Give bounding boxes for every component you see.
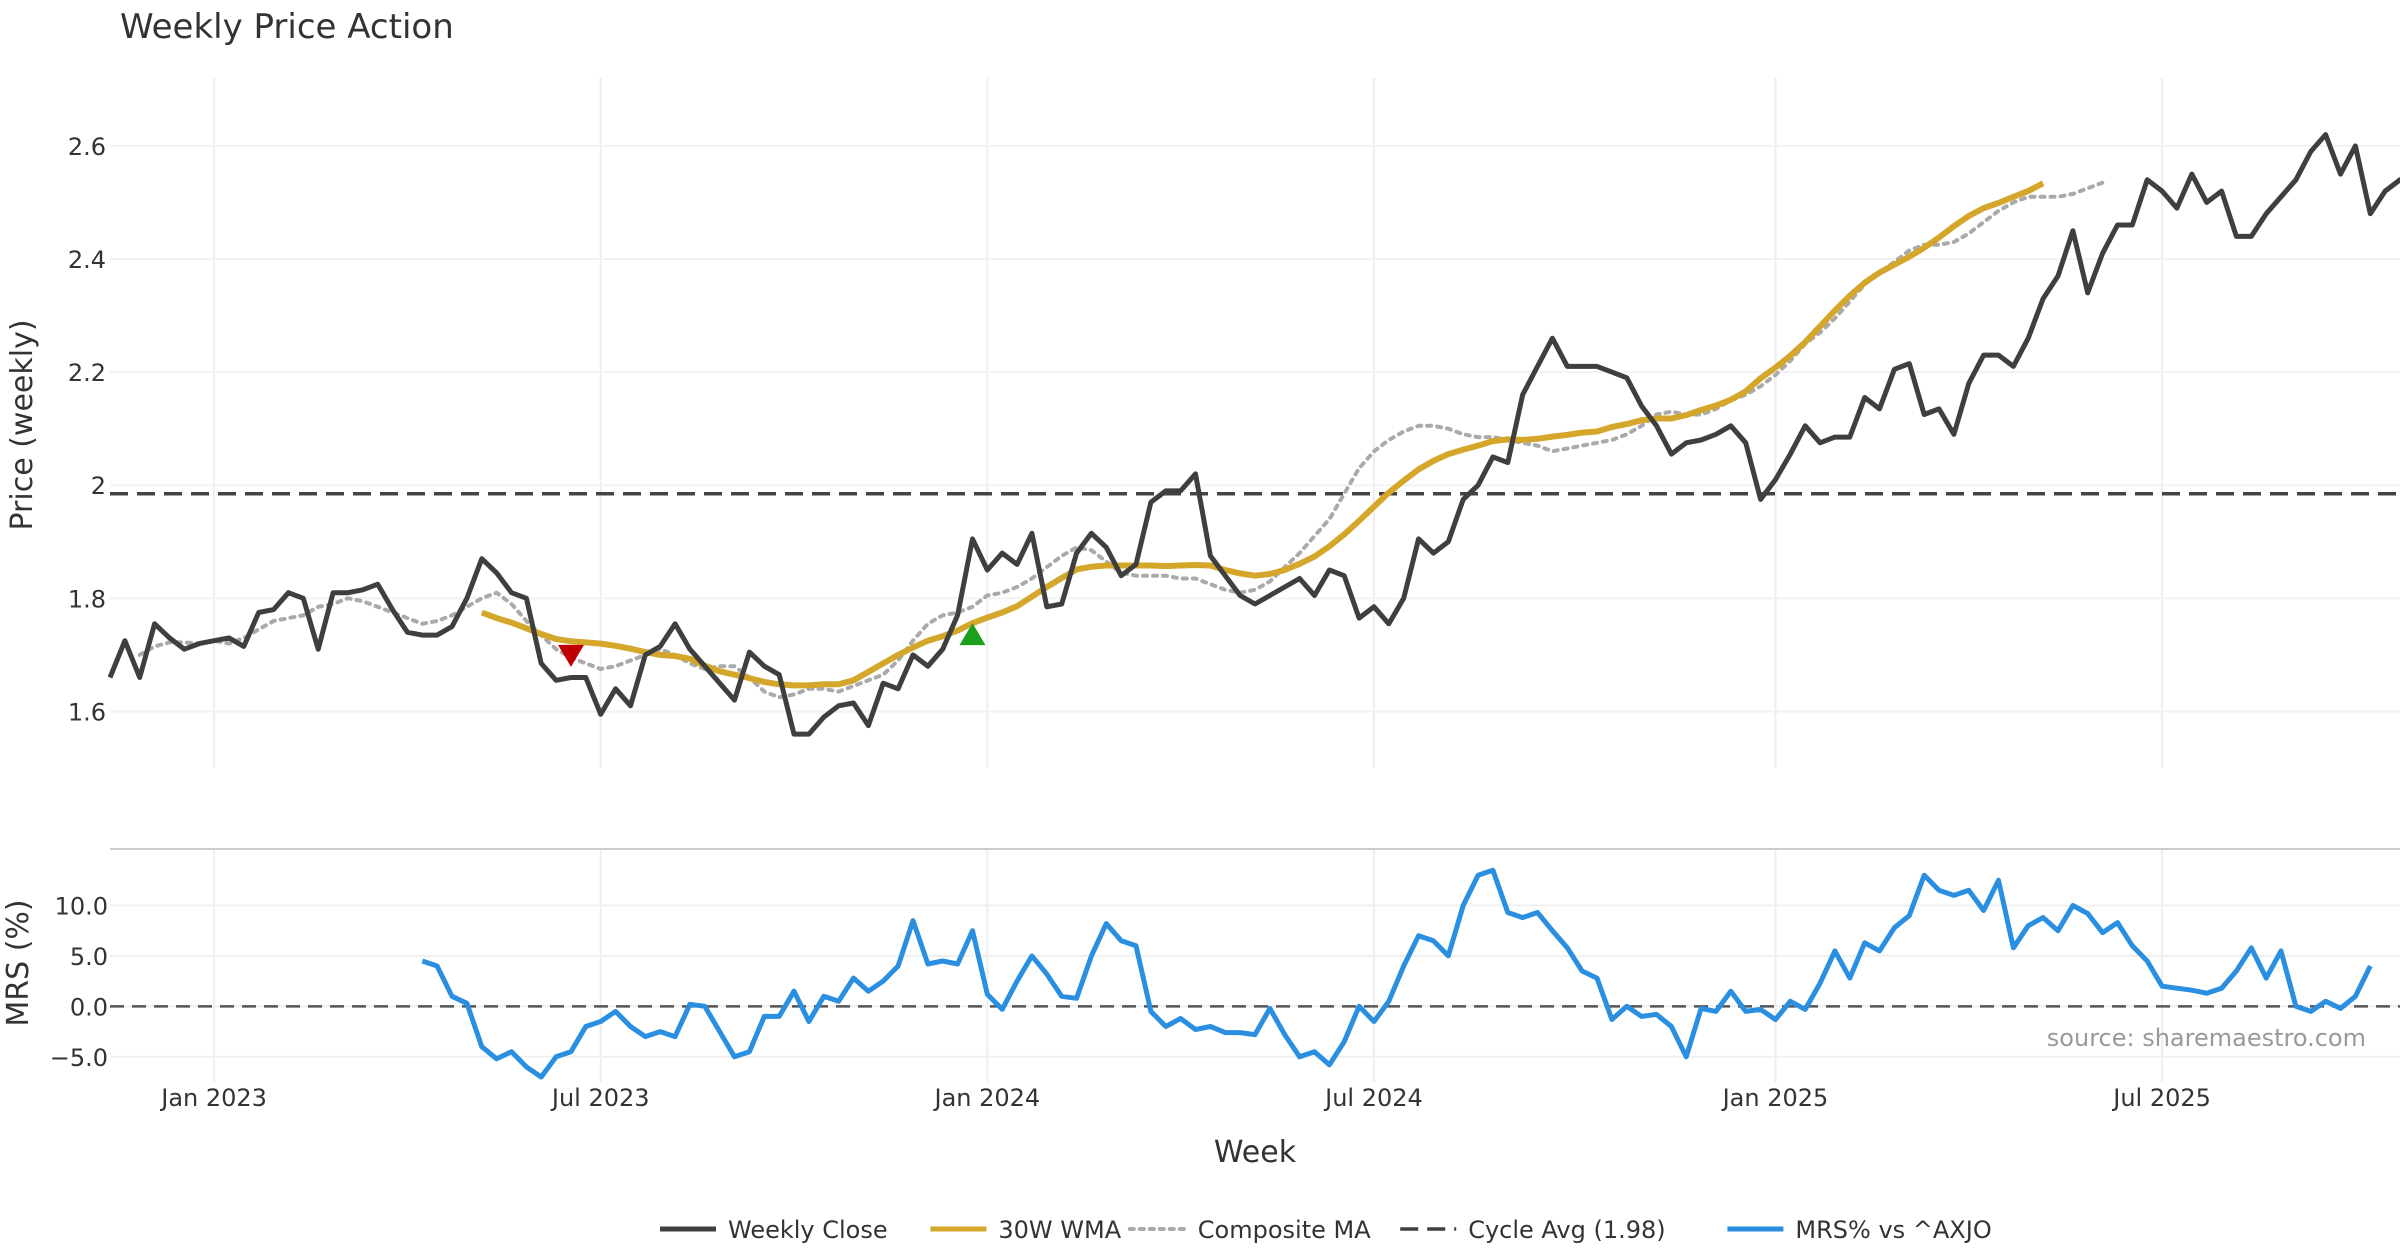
- x-tick-label: Jul 2023: [550, 1084, 650, 1112]
- price-grid: [110, 78, 2400, 768]
- price-y-tick-label: 1.8: [68, 585, 106, 613]
- legend-label: Weekly Close: [728, 1216, 888, 1244]
- sell-signal-marker: [557, 644, 584, 667]
- mrs-line: [421, 867, 2373, 1080]
- legend-label: Cycle Avg (1.98): [1468, 1216, 1665, 1244]
- chart-title: Weekly Price Action: [120, 7, 454, 47]
- signal-markers: [557, 623, 986, 667]
- x-axis-ticks: Jan 2023 Jul 2023 Jan 2024 Jul 2024 Jan 2025…: [159, 1084, 2211, 1112]
- mrs-y-ticks: −5.0 0.0 5.0 10.0: [50, 892, 108, 1071]
- price-y-tick-label: 2: [91, 472, 106, 500]
- mrs-y-tick-label: 5.0: [70, 943, 108, 971]
- price-y-tick-label: 1.6: [68, 698, 106, 726]
- x-tick-label: Jan 2023: [159, 1084, 267, 1112]
- x-tick-label: Jul 2024: [1323, 1084, 1423, 1112]
- price-y-tick-label: 2.6: [68, 133, 106, 161]
- mrs-panel: −5.00.05.010.0 MRS (%) Jan 2023 Jul 2023 J…: [1, 848, 2400, 1170]
- buy-signal-marker: [959, 623, 986, 646]
- x-tick-label: Jul 2025: [2111, 1084, 2211, 1112]
- legend-label: 30W WMA: [998, 1216, 1121, 1244]
- x-tick-label: Jan 2024: [932, 1084, 1040, 1112]
- price-panel: Weekly Price Action 1.6 1.8 2 2.2 2.4 2.6 Pri…: [5, 7, 2400, 768]
- price-y-tick-label: 2.2: [68, 359, 106, 387]
- legend-label: MRS% vs ^AXJO: [1795, 1216, 1991, 1244]
- source-annotation: source: sharemaestro.com: [2047, 1024, 2366, 1052]
- price-y-ticks: 1.6 1.8 2 2.2 2.4 2.6: [68, 133, 106, 727]
- mrs-y-tick-label: 0.0: [70, 993, 108, 1021]
- x-axis-title: Week: [1214, 1135, 1297, 1170]
- mrs-y-axis-title: MRS (%): [1, 899, 36, 1026]
- weekly-close-line: [107, 132, 2400, 737]
- price-y-axis-title: Price (weekly): [5, 319, 40, 530]
- composite-ma-line: [137, 180, 2105, 700]
- mrs-y-tick-label: −5.0: [50, 1044, 108, 1072]
- x-tick-label: Jan 2025: [1721, 1084, 1829, 1112]
- legend: Weekly Close 30W WMA Composite MA Cycle Avg…: [660, 1216, 1992, 1244]
- price-y-tick-label: 2.4: [68, 246, 106, 274]
- mrs-y-tick-label: 10.0: [55, 892, 108, 920]
- legend-label: Composite MA: [1198, 1216, 1371, 1244]
